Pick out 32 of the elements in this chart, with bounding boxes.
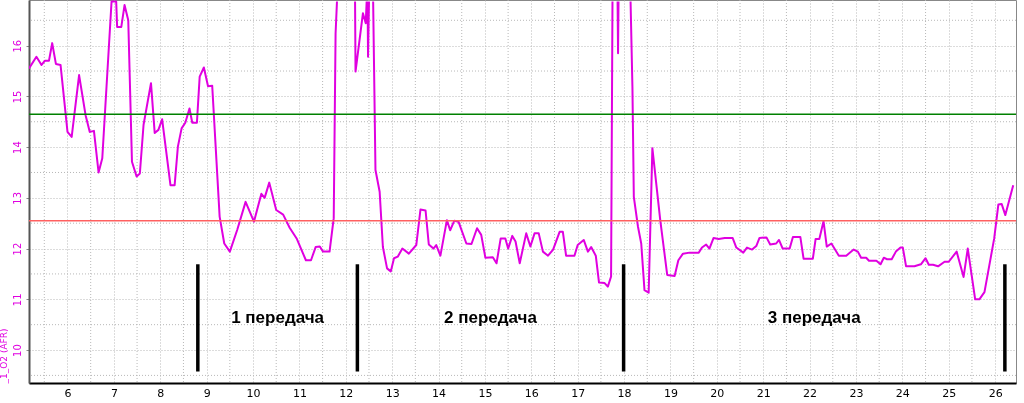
- x-tick-label: 18: [617, 386, 632, 400]
- x-tick-label: 22: [803, 386, 818, 400]
- x-tick-label: 25: [942, 386, 957, 400]
- x-tick-label: 10: [246, 386, 261, 400]
- y-tick-label: 11: [11, 293, 23, 307]
- y-axis-title: _1_O2 (AFR): [0, 328, 9, 385]
- annotation: 3 передача: [767, 307, 862, 327]
- x-tick-label: 23: [849, 386, 864, 400]
- annotation: 1 передача: [231, 307, 325, 327]
- x-tick-label: 7: [110, 386, 118, 400]
- x-tick-label: 15: [478, 386, 493, 400]
- x-tick-label: 6: [64, 386, 72, 400]
- y-tick-label: 10: [11, 344, 23, 357]
- x-tick-label: 19: [663, 386, 678, 400]
- y-tick-label: 13: [11, 191, 23, 205]
- x-tick-label: 8: [157, 386, 165, 400]
- x-tick-label: 17: [571, 386, 586, 400]
- annotation: 2 передача: [444, 307, 538, 327]
- x-tick-label: 16: [524, 386, 539, 400]
- x-tick-label: 9: [203, 386, 211, 400]
- x-tick-label: 21: [756, 386, 771, 400]
- y-tick-label: 15: [11, 90, 23, 104]
- y-tick-label: 12: [11, 242, 23, 256]
- x-tick-label: 26: [988, 386, 1003, 400]
- x-tick-label: 11: [292, 386, 307, 400]
- x-tick-label: 13: [385, 386, 400, 400]
- x-tick-label: 24: [895, 386, 910, 400]
- x-tick-label: 12: [339, 386, 354, 400]
- y-tick-label: 16: [11, 39, 23, 53]
- y-tick-label: 14: [11, 141, 23, 154]
- x-tick-label: 14: [432, 386, 447, 400]
- x-tick-label: 20: [710, 386, 725, 400]
